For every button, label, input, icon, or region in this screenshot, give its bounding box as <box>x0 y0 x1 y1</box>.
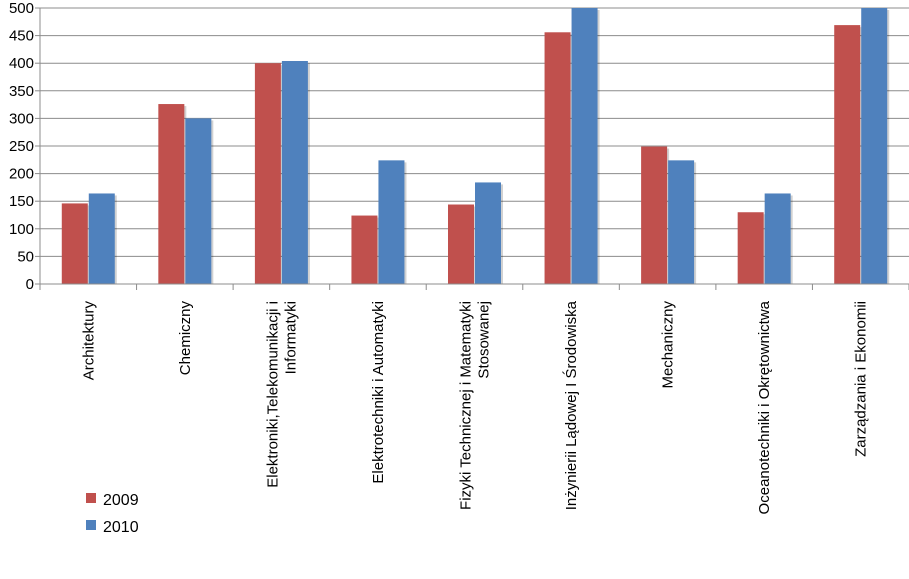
bar-2009-6 <box>641 146 668 284</box>
x-category-label: Chemiczny <box>177 301 194 376</box>
y-tick-label: 200 <box>9 166 34 183</box>
legend-label-2010: 2010 <box>103 519 139 536</box>
x-category-label: Fizyki Technicznej i Matematyki <box>458 301 475 510</box>
bar-2009-7 <box>737 212 764 284</box>
bar-2010-5 <box>571 8 598 284</box>
bar-2009-8 <box>834 25 861 284</box>
bar-2009-4 <box>448 204 474 284</box>
category-labels: Architektury Chemiczny Elektroniki,Telekom… <box>80 300 869 514</box>
x-category-label: Inżynierii Lądowej I Środowiska <box>562 300 580 510</box>
legend-label-2009: 2009 <box>103 492 139 509</box>
bars <box>61 8 890 285</box>
bar-2009-3 <box>351 215 378 284</box>
legend-swatch-2010 <box>86 520 96 530</box>
y-tick-label: 300 <box>9 110 34 127</box>
y-tick-label: 350 <box>9 83 34 100</box>
y-tick-label: 50 <box>17 248 34 265</box>
y-tick-label: 500 <box>9 0 34 17</box>
x-category-label: Mechaniczny <box>660 301 677 389</box>
x-category-label: Stosowanej <box>476 301 493 379</box>
legend-swatch-2009 <box>86 493 96 503</box>
y-tick-label: 150 <box>9 193 34 210</box>
x-category-label: Informatyki <box>282 301 299 374</box>
bar-2010-4 <box>475 182 501 284</box>
x-category-label: Architektury <box>80 301 97 381</box>
bar-2010-6 <box>668 160 695 284</box>
bar-2009-5 <box>544 32 571 285</box>
y-tick-label: 450 <box>9 28 34 45</box>
gridlines <box>40 7 909 285</box>
bar-2010-7 <box>764 193 791 284</box>
x-category-label: Elektroniki,Telekomunikacji i <box>264 301 281 488</box>
x-category-label: Oceanotechniki i Okrętownictwa <box>756 300 773 514</box>
y-tick-label: 250 <box>9 138 34 155</box>
x-category-label: Elektrotechniki i Automatyki <box>370 301 387 484</box>
y-axis-ticks: 0 50 100 150 200 250 300 350 400 450 500 <box>9 0 40 293</box>
bar-2010-8 <box>861 8 888 284</box>
axes <box>39 8 909 290</box>
bar-2009-0 <box>61 203 88 284</box>
bar-2010-2 <box>281 60 308 284</box>
bar-2010-0 <box>88 193 115 284</box>
bar-2010-1 <box>185 118 212 285</box>
bar-2009-2 <box>254 63 281 285</box>
legend: 2009 2010 <box>86 492 139 536</box>
y-tick-label: 100 <box>9 221 34 238</box>
bar-2010-3 <box>378 160 405 284</box>
bar-2009-1 <box>158 104 185 284</box>
y-tick-label: 0 <box>26 276 34 293</box>
x-category-label: Zarządzania i Ekonomii <box>853 301 870 457</box>
y-tick-label: 400 <box>9 55 34 72</box>
